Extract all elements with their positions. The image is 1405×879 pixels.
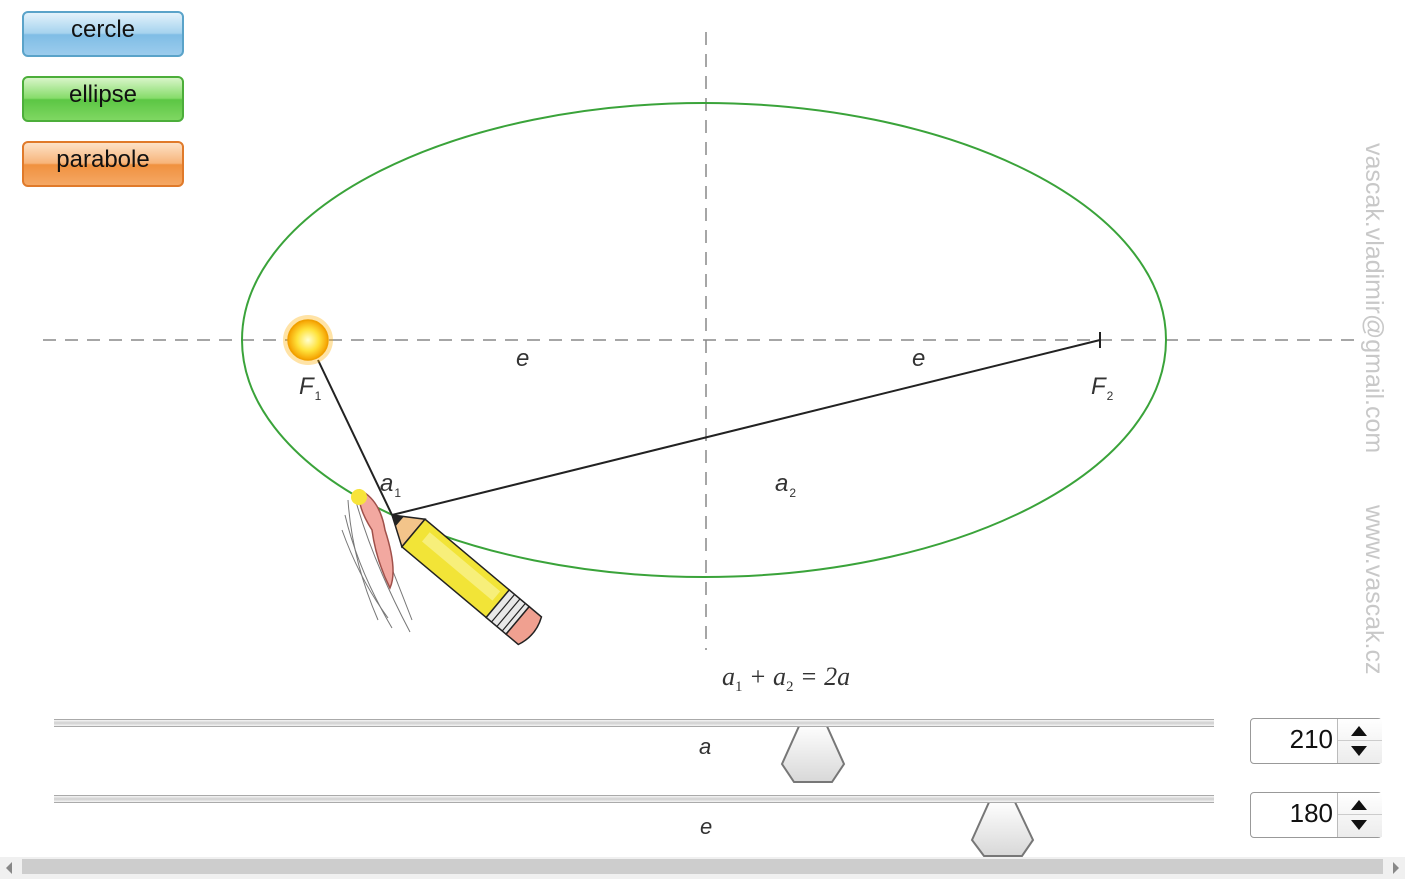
decrement-icon[interactable] — [1351, 746, 1367, 756]
ellipse-curve — [241, 102, 1167, 578]
scrollbar-thumb[interactable] — [22, 859, 1383, 874]
parabola-button[interactable]: parabole — [22, 141, 184, 187]
spinner-a-buttons[interactable] — [1337, 719, 1382, 763]
scroll-left-icon[interactable] — [6, 862, 12, 874]
author-email-watermark: vascak.vladimir@gmail.com — [1360, 143, 1388, 454]
focus1-label: F1 — [299, 373, 322, 403]
eccentricity-label-right: e — [912, 345, 926, 372]
slider-a-thumb[interactable] — [780, 723, 846, 783]
decrement-icon[interactable] — [1351, 820, 1367, 830]
eccentricity-label-left: e — [516, 345, 530, 372]
spinner-e-value[interactable]: 180 — [1289, 798, 1333, 828]
slider-e-track[interactable] — [54, 795, 1214, 803]
a2-label: a2 — [775, 470, 797, 500]
a1-label: a1 — [380, 470, 402, 500]
slider-a-label: a — [699, 734, 712, 759]
spinner-a[interactable]: 210 — [1250, 718, 1382, 764]
slider-e-label: e — [700, 814, 713, 839]
slider-e-thumb[interactable] — [970, 799, 1035, 857]
spinner-e[interactable]: 180 — [1250, 792, 1382, 838]
horizontal-scrollbar[interactable] — [0, 857, 1405, 879]
ellipse-formula: a1 + a2 = 2a — [722, 662, 851, 696]
focus2-label: F2 — [1091, 373, 1114, 403]
scroll-right-icon[interactable] — [1393, 862, 1399, 874]
website-watermark: www.vascak.cz — [1360, 505, 1388, 675]
ellipse-button[interactable]: ellipse — [22, 76, 184, 122]
spinner-a-value[interactable]: 210 — [1289, 724, 1333, 754]
sun-icon — [283, 315, 333, 365]
increment-icon[interactable] — [1351, 726, 1367, 736]
string-a1 — [317, 359, 393, 516]
pencil-icon — [341, 488, 543, 646]
string-a2 — [391, 339, 1101, 516]
spinner-e-buttons[interactable] — [1337, 793, 1382, 837]
increment-icon[interactable] — [1351, 800, 1367, 810]
circle-button[interactable]: cercle — [22, 11, 184, 57]
slider-a-track[interactable] — [54, 719, 1214, 727]
